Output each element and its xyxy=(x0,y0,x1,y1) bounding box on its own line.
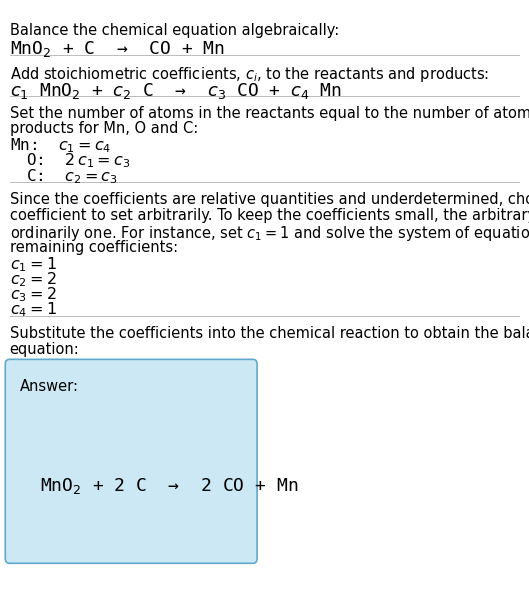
Text: Answer:: Answer: xyxy=(20,379,79,395)
Text: $c_1$ MnO$_2$ + $c_2$ C  →  $c_3$ CO + $c_4$ Mn: $c_1$ MnO$_2$ + $c_2$ C → $c_3$ CO + $c_… xyxy=(10,81,342,101)
Text: Mn:  $c_1 = c_4$: Mn: $c_1 = c_4$ xyxy=(10,137,111,155)
Text: O:  $2\,c_1 = c_3$: O: $2\,c_1 = c_3$ xyxy=(26,152,131,171)
Text: Since the coefficients are relative quantities and underdetermined, choose a: Since the coefficients are relative quan… xyxy=(10,192,529,208)
Text: equation:: equation: xyxy=(10,342,79,357)
Text: products for Mn, O and C:: products for Mn, O and C: xyxy=(10,121,198,137)
Text: remaining coefficients:: remaining coefficients: xyxy=(10,240,178,255)
Text: MnO$_2$ + 2 C  →  2 CO + Mn: MnO$_2$ + 2 C → 2 CO + Mn xyxy=(40,476,298,495)
Text: $c_3 = 2$: $c_3 = 2$ xyxy=(10,285,56,304)
Text: MnO$_2$ + C  →  CO + Mn: MnO$_2$ + C → CO + Mn xyxy=(10,39,224,59)
Text: Balance the chemical equation algebraically:: Balance the chemical equation algebraica… xyxy=(10,23,339,38)
Text: ordinarily one. For instance, set $c_1 = 1$ and solve the system of equations fo: ordinarily one. For instance, set $c_1 =… xyxy=(10,224,529,243)
Text: Substitute the coefficients into the chemical reaction to obtain the balanced: Substitute the coefficients into the che… xyxy=(10,326,529,341)
Text: C:  $c_2 = c_3$: C: $c_2 = c_3$ xyxy=(26,167,118,186)
Text: Add stoichiometric coefficients, $c_i$, to the reactants and products:: Add stoichiometric coefficients, $c_i$, … xyxy=(10,65,489,84)
Text: $c_4 = 1$: $c_4 = 1$ xyxy=(10,300,56,319)
Text: Set the number of atoms in the reactants equal to the number of atoms in the: Set the number of atoms in the reactants… xyxy=(10,106,529,121)
Text: $c_1 = 1$: $c_1 = 1$ xyxy=(10,255,56,274)
Text: coefficient to set arbitrarily. To keep the coefficients small, the arbitrary va: coefficient to set arbitrarily. To keep … xyxy=(10,208,529,223)
FancyBboxPatch shape xyxy=(5,359,257,563)
Text: $c_2 = 2$: $c_2 = 2$ xyxy=(10,270,56,289)
